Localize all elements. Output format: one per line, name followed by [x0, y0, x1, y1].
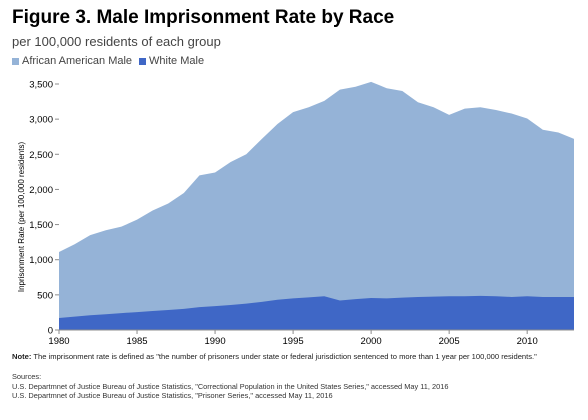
x-axis-ticks: 1980 1985 1990 1995 2000 2005 2010	[48, 330, 538, 347]
y-tick-label: 3,000	[29, 115, 53, 126]
x-tick-label: 2005	[439, 336, 460, 347]
x-tick-label: 1990	[204, 336, 225, 347]
legend: African American Male White Male	[12, 55, 211, 67]
note-label: Note:	[12, 352, 32, 361]
y-tick-label: 1,000	[29, 255, 53, 266]
chart-subtitle: per 100,000 residents of each group	[12, 34, 221, 49]
legend-item-african-american: African American Male	[12, 55, 132, 67]
y-tick-label: 2,500	[29, 150, 53, 161]
legend-item-white: White Male	[139, 55, 204, 67]
footnote: Note: The imprisonment rate is defined a…	[12, 352, 537, 361]
x-tick-label: 1985	[126, 336, 147, 347]
chart-title: Figure 3. Male Imprisonment Rate by Race	[12, 7, 395, 28]
chart-areas	[59, 81, 574, 330]
source-line-2: U.S. Departmnet of Justice Bureau of Jus…	[12, 391, 333, 401]
sources-block: Sources: U.S. Departmnet of Justice Bure…	[12, 372, 448, 401]
area-white-male	[59, 295, 574, 330]
y-axis-ticks: 0 500 1,000 1,500 2,000 2,500 3,000 3,500	[29, 80, 59, 337]
sources-label: Sources:	[12, 372, 42, 381]
legend-swatch-white	[139, 57, 147, 65]
x-tick-label: 1980	[48, 336, 69, 347]
y-tick-label: 2,000	[29, 185, 53, 196]
y-tick-label: 3,500	[29, 80, 53, 91]
y-tick-label: 1,500	[29, 220, 53, 231]
area-african-american-male	[59, 81, 574, 330]
legend-swatch-african-american	[12, 57, 19, 65]
x-tick-label: 2010	[517, 336, 538, 347]
legend-label-african-american: African American Male	[22, 55, 133, 67]
y-tick-label: 0	[48, 326, 53, 337]
source-line-1: U.S. Departmnet of Justice Bureau of Jus…	[12, 381, 449, 391]
y-tick-label: 500	[37, 290, 53, 301]
x-tick-label: 1995	[283, 336, 304, 347]
note-text: The imprisonment rate is defined as "the…	[31, 352, 537, 361]
legend-label-white: White Male	[149, 55, 205, 67]
y-axis-label: Inprisonment Rate (per 100,000 residents…	[17, 142, 26, 293]
x-tick-label: 2000	[361, 336, 382, 347]
